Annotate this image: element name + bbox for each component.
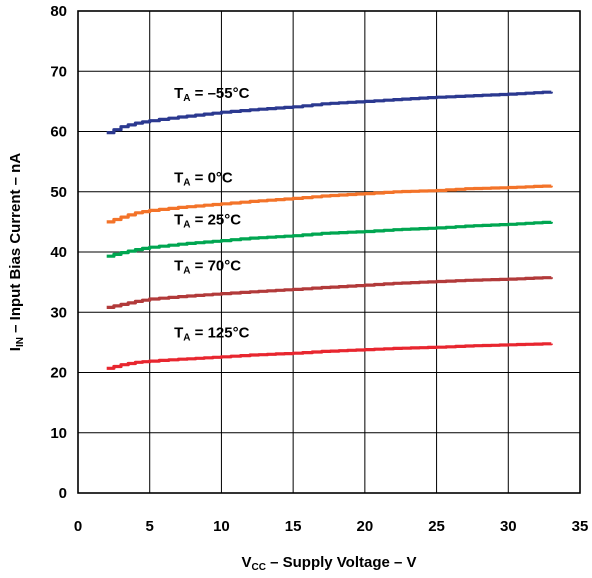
annotations: TA = –55°C TA = 0°C TA = 25°C TA = 70°C TA =… — [174, 85, 250, 344]
x-tick-label: 30 — [500, 518, 517, 535]
y-axis-title: IIN – Input Bias Current – nA — [7, 153, 26, 352]
y-tick-label: 60 — [50, 124, 67, 141]
series-annotation: TA = 70°C — [174, 258, 241, 277]
x-axis-title: VCC – Supply Voltage – V — [241, 554, 416, 573]
plot-frame — [77, 10, 581, 494]
x-tick-label: 25 — [428, 518, 445, 535]
grid — [78, 11, 580, 493]
series-line — [106, 276, 553, 309]
series-annotation: TA = –55°C — [174, 85, 250, 104]
y-tick-label: 70 — [50, 63, 67, 80]
y-tick-label: 10 — [50, 425, 67, 442]
series-line — [106, 90, 553, 135]
x-axis-title-rest: – Supply Voltage – V — [266, 554, 417, 571]
x-tick-label: 35 — [572, 518, 589, 535]
x-tick-label: 10 — [213, 518, 230, 535]
y-axis-title-rest: – Input Bias Current – nA — [7, 153, 24, 337]
series-annotation: TA = 125°C — [174, 325, 250, 344]
y-axis-title-sub: IN — [15, 337, 26, 347]
y-tick-label: 50 — [50, 184, 67, 201]
series-layer — [106, 90, 553, 370]
series-annotation: TA = 25°C — [174, 211, 241, 230]
x-tick-label: 20 — [357, 518, 374, 535]
y-tick-label: 0 — [59, 485, 67, 502]
series-line — [106, 342, 553, 370]
x-tick-label: 15 — [285, 518, 302, 535]
y-tick-label: 80 — [50, 3, 67, 20]
x-axis-title-main: V — [241, 554, 251, 571]
series-annotation: TA = 0°C — [174, 170, 233, 189]
x-tick-label: 5 — [146, 518, 154, 535]
y-axis-title-main: I — [7, 347, 24, 351]
y-tick-labels: 0 10 20 30 40 50 60 70 80 — [50, 3, 67, 502]
x-tick-label: 0 — [74, 518, 82, 535]
series-line — [106, 184, 553, 224]
y-tick-label: 40 — [50, 244, 67, 261]
y-tick-label: 30 — [50, 304, 67, 321]
y-tick-label: 20 — [50, 365, 67, 382]
x-tick-labels: 0 5 10 15 20 25 30 35 — [74, 518, 589, 535]
x-axis-title-sub: CC — [251, 562, 265, 573]
series-line — [106, 220, 553, 258]
